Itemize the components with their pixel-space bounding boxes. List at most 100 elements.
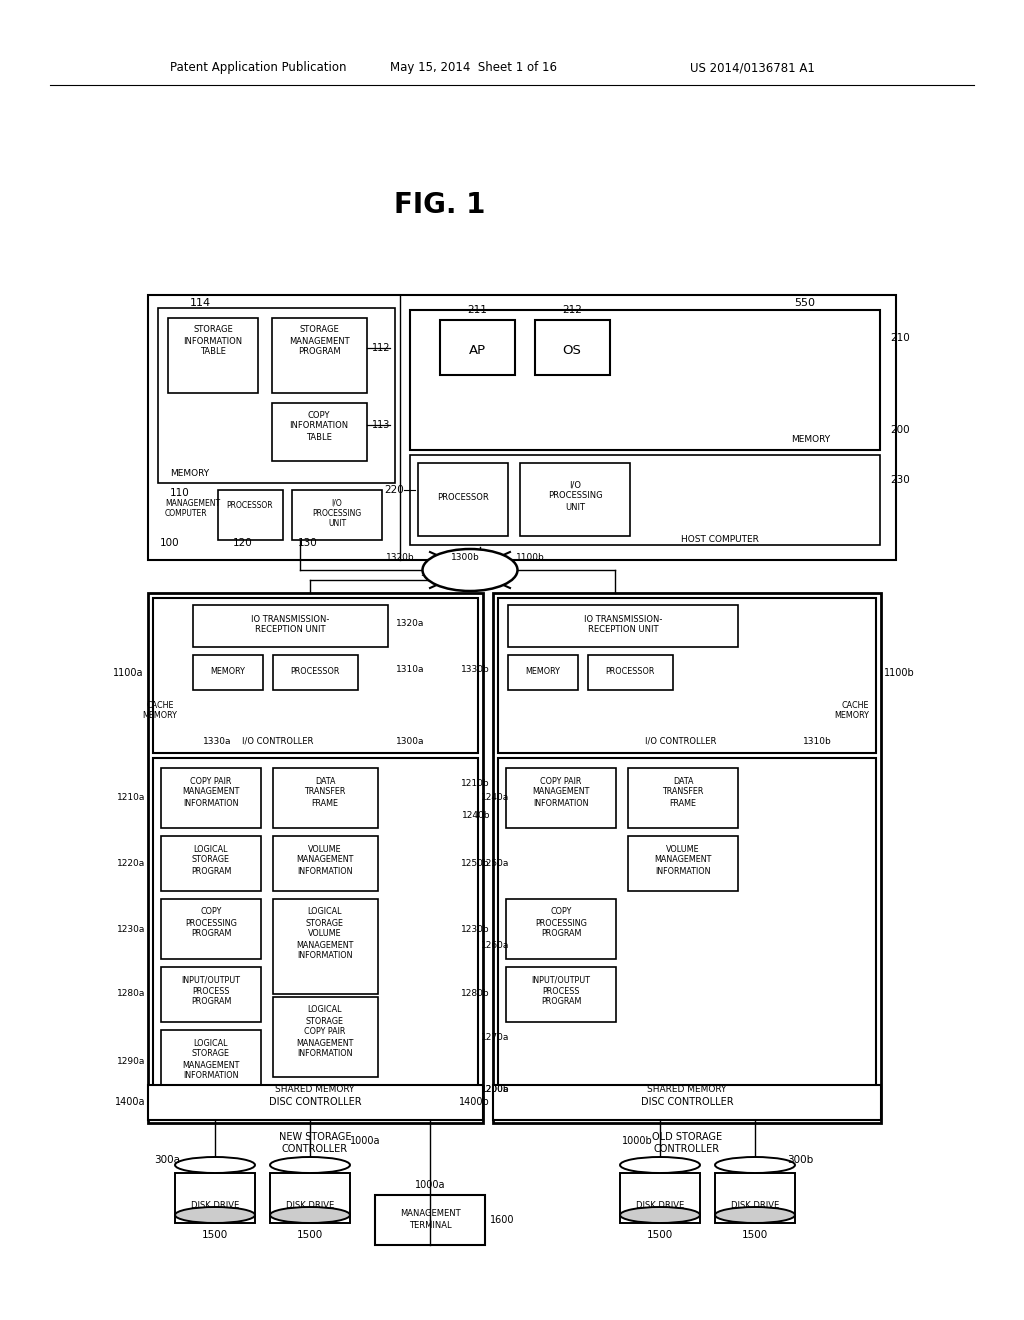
- Text: 1100b: 1100b: [884, 668, 914, 678]
- Text: COPY: COPY: [308, 411, 331, 420]
- Text: SHARED MEMORY: SHARED MEMORY: [275, 1085, 354, 1094]
- Text: 1240b: 1240b: [462, 812, 490, 821]
- Text: CACHE: CACHE: [146, 701, 174, 710]
- Text: VOLUME: VOLUME: [308, 845, 342, 854]
- Text: INFORMATION: INFORMATION: [534, 799, 589, 808]
- Bar: [273, 655, 358, 690]
- Bar: [498, 598, 876, 752]
- Bar: [506, 768, 616, 828]
- Bar: [506, 899, 616, 960]
- Text: MANAGEMENT: MANAGEMENT: [296, 1039, 353, 1048]
- Bar: [175, 1173, 255, 1224]
- Text: NEW STORAGE: NEW STORAGE: [279, 1133, 351, 1142]
- Bar: [193, 605, 388, 647]
- Text: COPY: COPY: [201, 908, 221, 916]
- Text: CONTROLLER: CONTROLLER: [282, 1144, 348, 1154]
- Text: 1600: 1600: [490, 1214, 514, 1225]
- Ellipse shape: [715, 1158, 795, 1173]
- Text: INPUT/OUTPUT: INPUT/OUTPUT: [531, 975, 591, 985]
- Bar: [273, 768, 378, 828]
- Bar: [440, 319, 515, 375]
- Bar: [148, 593, 483, 1123]
- Text: 100: 100: [160, 539, 179, 548]
- Text: 1500: 1500: [647, 1230, 673, 1239]
- Text: 210: 210: [890, 333, 909, 343]
- Text: 500: 500: [420, 568, 440, 578]
- Text: Patent Application Publication: Patent Application Publication: [170, 62, 346, 74]
- Bar: [375, 1195, 485, 1245]
- Text: 113: 113: [372, 420, 390, 430]
- Text: HOST COMPUTER: HOST COMPUTER: [681, 536, 759, 544]
- Text: MEMORY: MEMORY: [211, 668, 246, 676]
- Text: 1210a: 1210a: [117, 793, 145, 803]
- Text: 1000b: 1000b: [622, 1137, 652, 1146]
- Text: 1220a: 1220a: [117, 858, 145, 867]
- Text: 1100a: 1100a: [113, 668, 143, 678]
- Text: I/O CONTROLLER: I/O CONTROLLER: [243, 737, 313, 746]
- Ellipse shape: [620, 1206, 700, 1224]
- Text: SHARED MEMORY: SHARED MEMORY: [647, 1085, 727, 1094]
- Bar: [628, 768, 738, 828]
- Text: PROGRAM: PROGRAM: [541, 998, 582, 1006]
- Text: MEMORY: MEMORY: [835, 710, 869, 719]
- Text: VOLUME: VOLUME: [667, 845, 699, 854]
- Text: I/O: I/O: [332, 499, 342, 507]
- Text: 1310a: 1310a: [396, 665, 425, 675]
- Text: 1500: 1500: [741, 1230, 768, 1239]
- Text: DISK DRIVE: DISK DRIVE: [286, 1200, 334, 1209]
- Text: INFORMATION: INFORMATION: [297, 1049, 352, 1059]
- Bar: [493, 593, 881, 1123]
- Text: 1300a: 1300a: [396, 737, 425, 746]
- Text: INFORMATION: INFORMATION: [297, 952, 352, 961]
- Text: MEMORY: MEMORY: [170, 469, 209, 478]
- Text: DISC CONTROLLER: DISC CONTROLLER: [641, 1097, 733, 1107]
- Text: 1000a: 1000a: [350, 1137, 380, 1146]
- Text: STORAGE: STORAGE: [193, 855, 230, 865]
- Text: 1230a: 1230a: [117, 924, 145, 933]
- Text: MANAGEMENT: MANAGEMENT: [289, 337, 349, 346]
- Text: PROGRAM: PROGRAM: [190, 998, 231, 1006]
- Ellipse shape: [175, 1158, 255, 1173]
- Text: AP: AP: [468, 343, 485, 356]
- Ellipse shape: [175, 1206, 255, 1224]
- Text: MANAGEMENT: MANAGEMENT: [532, 788, 590, 796]
- Text: I/O: I/O: [569, 480, 581, 490]
- Bar: [493, 1085, 881, 1119]
- Text: FRAME: FRAME: [670, 799, 696, 808]
- Text: 1290a: 1290a: [117, 1057, 145, 1067]
- Text: MANAGEMENT: MANAGEMENT: [399, 1209, 461, 1217]
- Ellipse shape: [423, 549, 517, 591]
- Text: DISC CONTROLLER: DISC CONTROLLER: [268, 1097, 361, 1107]
- Text: 1300b: 1300b: [451, 553, 479, 562]
- Bar: [292, 490, 382, 540]
- Text: STORAGE: STORAGE: [306, 1016, 344, 1026]
- Text: MANAGEMENT: MANAGEMENT: [165, 499, 220, 507]
- Text: 1320b: 1320b: [386, 553, 415, 562]
- Bar: [273, 997, 378, 1077]
- Text: INPUT/OUTPUT: INPUT/OUTPUT: [181, 975, 241, 985]
- Text: MEMORY: MEMORY: [525, 668, 560, 676]
- Text: PROGRAM: PROGRAM: [190, 929, 231, 939]
- Text: 120: 120: [233, 539, 253, 548]
- Text: 114: 114: [189, 298, 211, 308]
- Text: INFORMATION: INFORMATION: [655, 866, 711, 875]
- Text: 1280a: 1280a: [117, 990, 145, 998]
- Bar: [620, 1173, 700, 1224]
- Text: 1200b: 1200b: [481, 1085, 510, 1094]
- Text: TRANSFER: TRANSFER: [304, 788, 346, 796]
- Text: 1320a: 1320a: [396, 619, 424, 627]
- Text: 200: 200: [890, 425, 909, 436]
- Bar: [161, 968, 261, 1022]
- Text: 1500: 1500: [202, 1230, 228, 1239]
- Text: INFORMATION: INFORMATION: [290, 421, 348, 430]
- Bar: [410, 455, 880, 545]
- Text: 1400a: 1400a: [115, 1097, 145, 1107]
- Text: PROCESSOR: PROCESSOR: [226, 502, 273, 511]
- Text: COPY PAIR: COPY PAIR: [190, 776, 231, 785]
- Bar: [628, 836, 738, 891]
- Bar: [158, 308, 395, 483]
- Bar: [270, 1173, 350, 1224]
- Ellipse shape: [620, 1158, 700, 1173]
- Text: LOGICAL: LOGICAL: [194, 1039, 228, 1048]
- Text: 1200a: 1200a: [481, 1085, 509, 1094]
